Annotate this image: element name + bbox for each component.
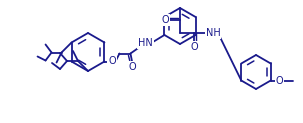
Text: HN: HN: [138, 38, 153, 48]
Text: O: O: [161, 15, 169, 25]
Text: O: O: [190, 42, 198, 52]
Text: O: O: [129, 62, 136, 71]
Text: O: O: [275, 76, 283, 85]
Text: NH: NH: [206, 28, 220, 38]
Text: O: O: [108, 56, 116, 67]
